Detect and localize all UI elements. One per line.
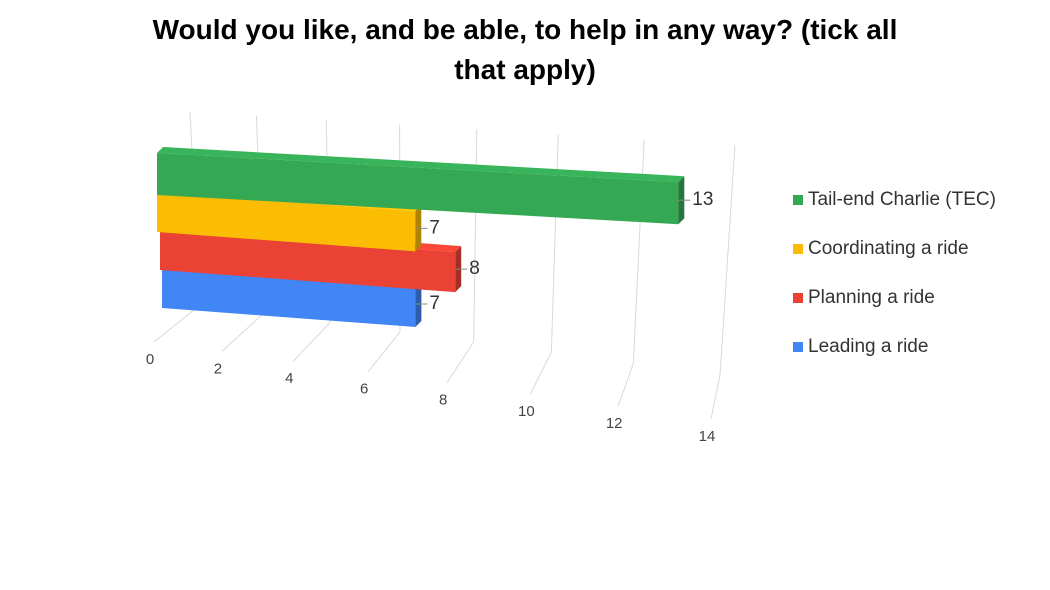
x-tick-label: 6	[360, 381, 368, 398]
floor-line	[368, 332, 400, 372]
grid-line	[551, 134, 558, 352]
legend-label: Tail-end Charlie (TEC)	[808, 189, 996, 210]
grid-line	[633, 140, 644, 364]
floor-line	[711, 375, 720, 419]
x-tick-label: 8	[439, 391, 447, 408]
legend-label: Planning a ride	[808, 287, 935, 308]
grid-line	[474, 129, 477, 341]
x-tick-label: 12	[606, 415, 623, 432]
floor-line	[293, 323, 330, 362]
x-tick-label: 2	[214, 360, 222, 377]
legend-label: Coordinating a ride	[808, 238, 969, 259]
legend-swatch	[793, 293, 803, 303]
x-tick-label: 14	[699, 428, 716, 445]
chart-title: Would you like, and be able, to help in …	[153, 14, 898, 85]
grid-line	[720, 145, 735, 375]
floor-line	[447, 342, 474, 383]
floor-line	[618, 363, 633, 406]
floor-line	[154, 305, 200, 342]
floor-line	[530, 352, 551, 394]
legend-label: Leading a ride	[808, 336, 928, 357]
legend-swatch	[793, 342, 803, 352]
legend-swatch	[793, 244, 803, 254]
value-label: 7	[429, 293, 440, 314]
floor-line	[222, 314, 263, 352]
x-tick-label: 10	[518, 403, 535, 420]
value-label: 8	[469, 258, 480, 279]
x-tick-label: 0	[146, 351, 154, 368]
x-tick-label: 4	[285, 370, 293, 387]
value-label: 13	[692, 189, 713, 210]
value-label: 7	[429, 217, 440, 238]
legend-swatch	[793, 195, 803, 205]
